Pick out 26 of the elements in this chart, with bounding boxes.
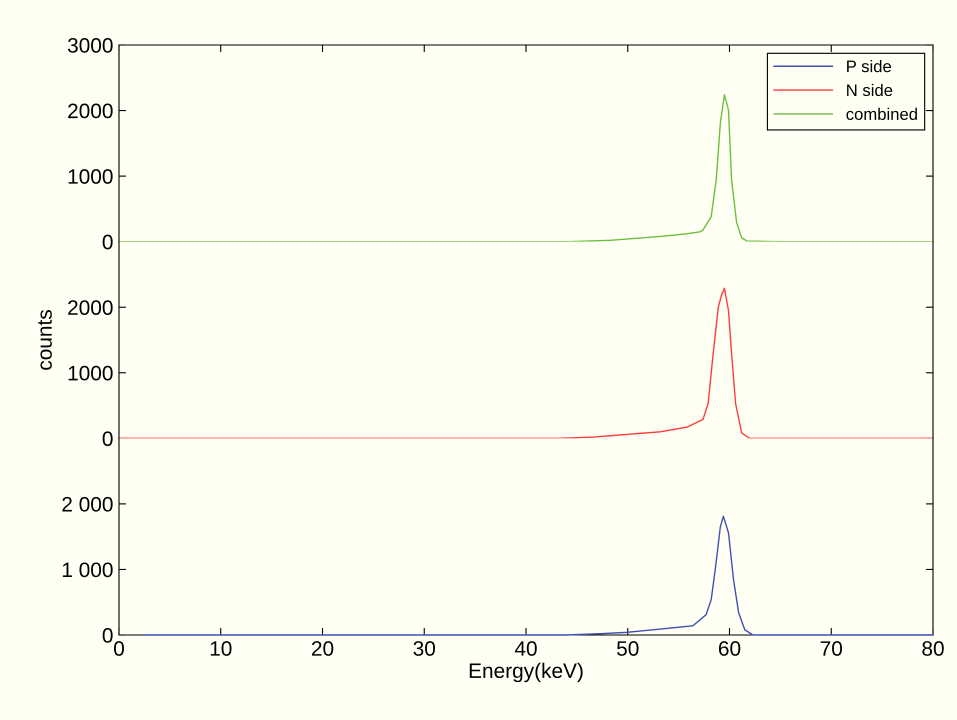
y-tick-label: 0 bbox=[102, 431, 113, 446]
line-series bbox=[144, 516, 934, 636]
x-tick-label: 70 bbox=[820, 641, 842, 656]
x-tick-label: 20 bbox=[312, 641, 334, 656]
y-axis-title: counts bbox=[38, 310, 52, 370]
y-tick-label: 0 bbox=[102, 628, 113, 643]
legend-label: P side bbox=[847, 60, 892, 72]
x-tick-label: 80 bbox=[922, 641, 944, 656]
x-tick-label: 40 bbox=[514, 641, 537, 656]
y-tick-label: 2000 bbox=[68, 300, 113, 315]
line-series bbox=[118, 288, 934, 440]
x-tick-label: 60 bbox=[718, 641, 740, 656]
x-axis-title: Energy(keV) bbox=[470, 662, 583, 682]
x-tick-label: 0 bbox=[114, 641, 124, 656]
legend-label: N side bbox=[847, 84, 892, 96]
y-tick-label: 2000 bbox=[68, 104, 113, 118]
y-tick-label: 1 000 bbox=[62, 562, 113, 578]
legend-label: combined bbox=[846, 108, 917, 120]
x-tick-label: 30 bbox=[413, 641, 436, 656]
y-tick-label: 0 bbox=[102, 234, 113, 250]
y-tick-label: 1000 bbox=[68, 169, 113, 184]
y-tick-label: 1000 bbox=[68, 366, 113, 381]
x-tick-label: 50 bbox=[617, 641, 639, 656]
y-tick-label: 2 000 bbox=[62, 496, 113, 512]
x-tick-label: 10 bbox=[210, 641, 232, 656]
y-tick-label: 3000 bbox=[68, 38, 113, 53]
